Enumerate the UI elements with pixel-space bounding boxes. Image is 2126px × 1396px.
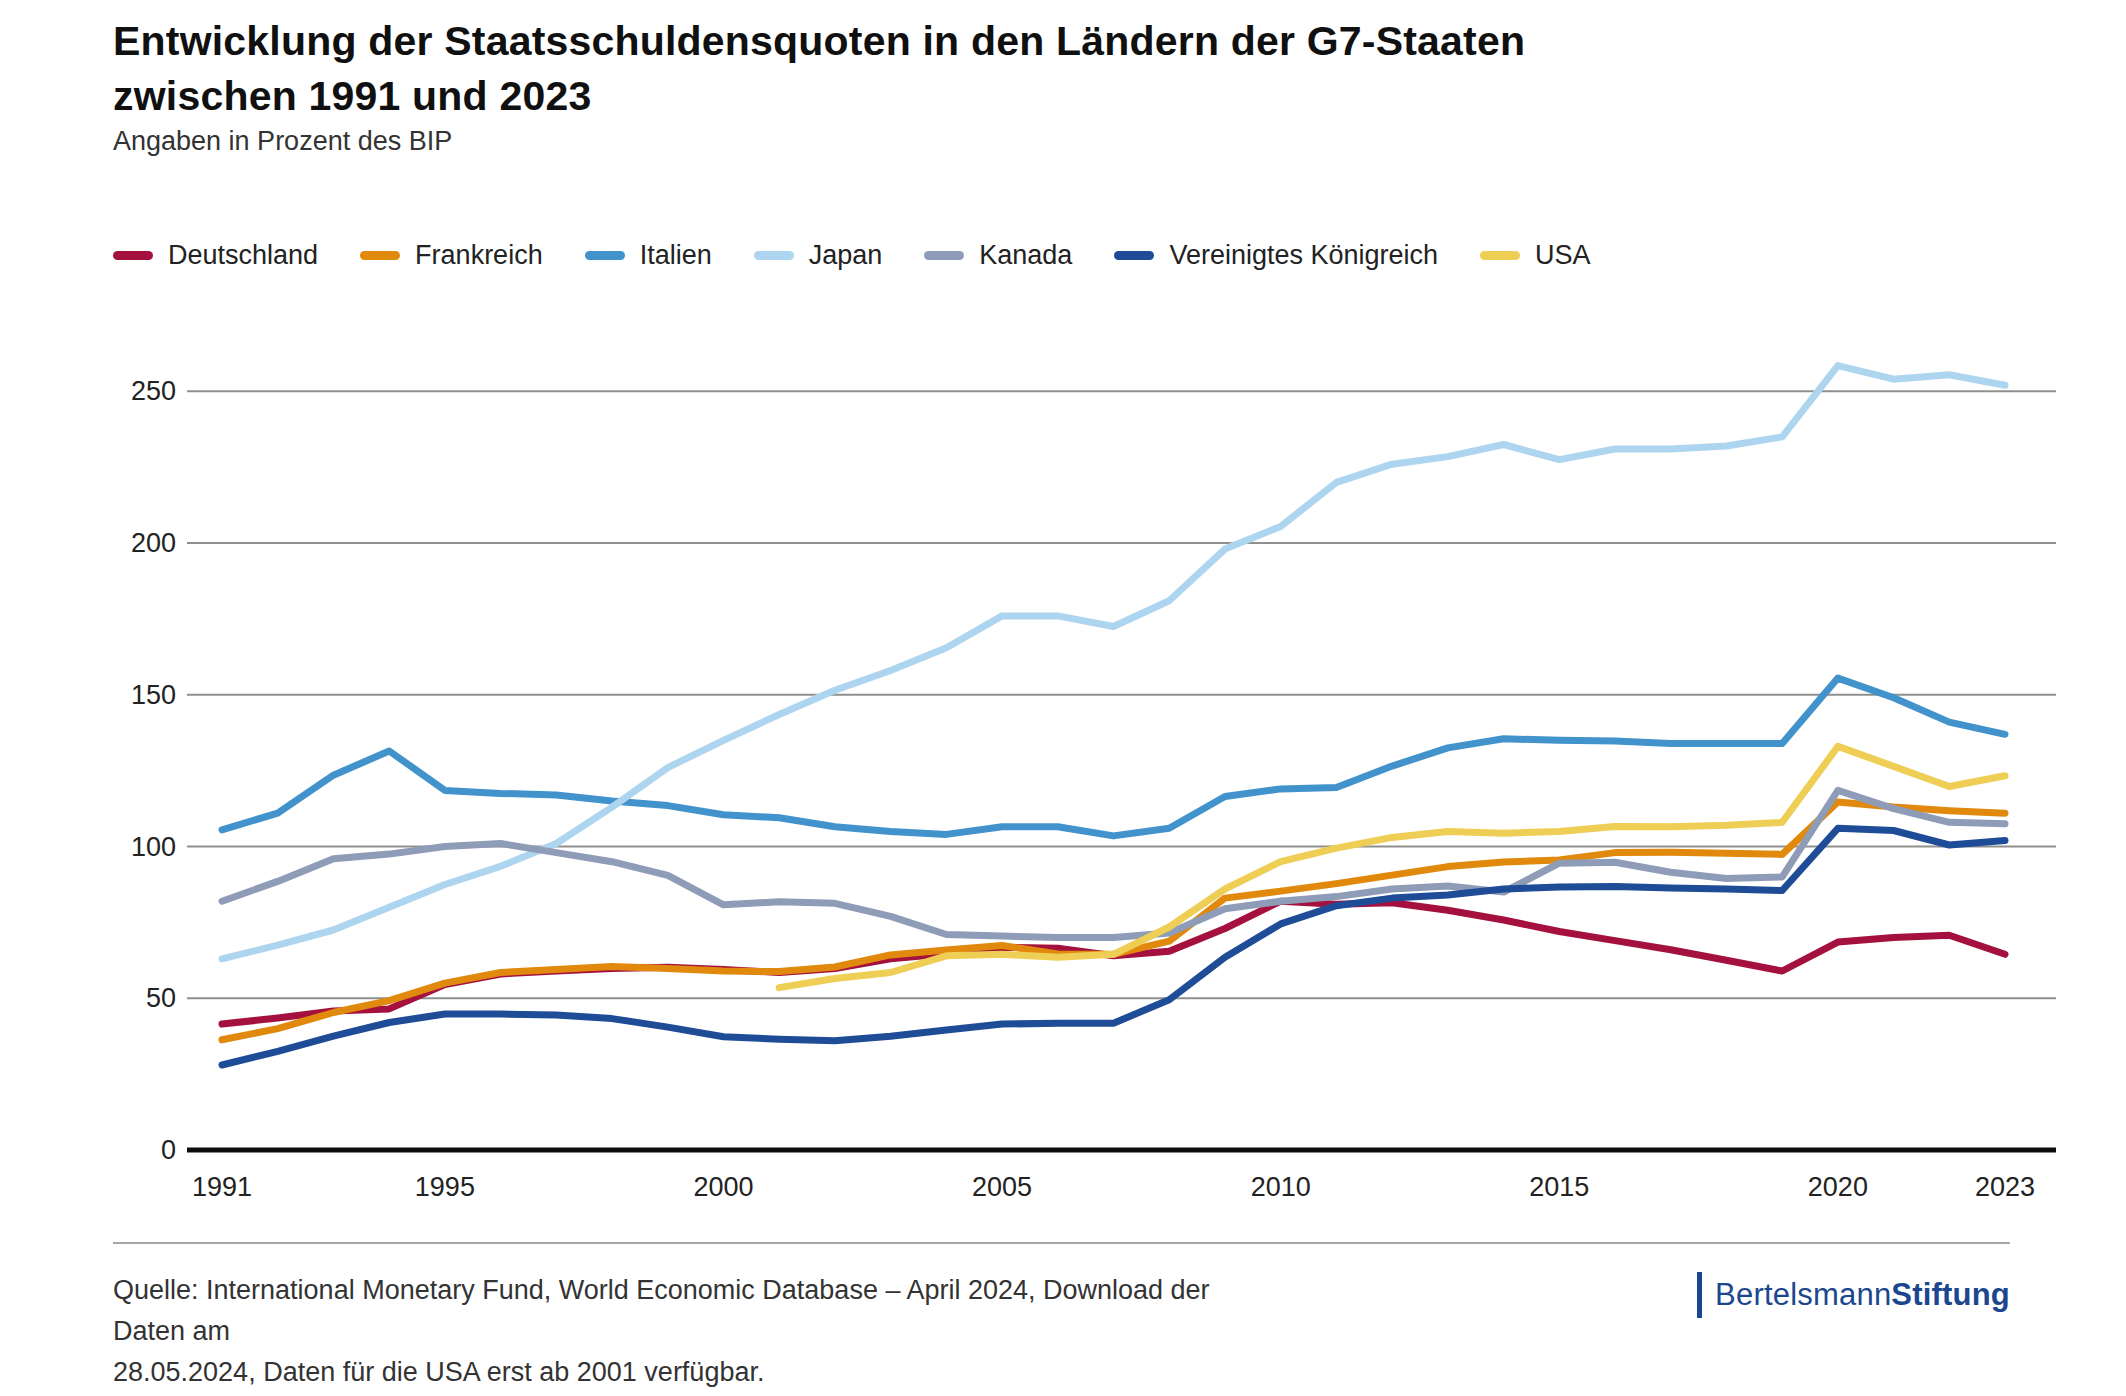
- x-tick-label-2015: 2015: [1529, 1172, 1589, 1202]
- x-tick-label-2023: 2023: [1975, 1172, 2035, 1202]
- legend-label: Vereinigtes Königreich: [1169, 240, 1438, 271]
- x-tick-label-1991: 1991: [192, 1172, 252, 1202]
- y-tick-label-150: 150: [131, 680, 176, 710]
- chart-svg: 0 50 100 150 200 250 1991 1995 2000 2005 2010 2015 2…: [0, 320, 2126, 1230]
- legend-swatch-icon: [754, 251, 794, 260]
- logo-text: BertelsmannStiftung: [1715, 1277, 2010, 1313]
- legend-label: Italien: [640, 240, 712, 271]
- page-title: Entwicklung der Staatsschuldensquoten in…: [113, 14, 1525, 123]
- y-tick-label-0: 0: [161, 1135, 176, 1165]
- legend-label: USA: [1535, 240, 1591, 271]
- legend-swatch-icon: [113, 251, 153, 260]
- legend-item-2: Frankreich: [360, 240, 543, 271]
- y-tick-label-200: 200: [131, 528, 176, 558]
- legend-label: Japan: [809, 240, 883, 271]
- x-tick-label-2010: 2010: [1251, 1172, 1311, 1202]
- line-chart: 0 50 100 150 200 250 1991 1995 2000 2005 2010 2015 2…: [0, 320, 2126, 1230]
- x-tick-label-2005: 2005: [972, 1172, 1032, 1202]
- bertelsmann-stiftung-logo: BertelsmannStiftung: [1697, 1272, 2010, 1318]
- legend-swatch-icon: [360, 251, 400, 260]
- legend-item-7: USA: [1480, 240, 1591, 271]
- legend-item-3: Italien: [585, 240, 712, 271]
- legend-item-6: Vereinigtes Königreich: [1114, 240, 1438, 271]
- title-line-2: zwischen 1991 und 2023: [113, 69, 1525, 124]
- chart-subtitle: Angaben in Prozent des BIP: [113, 126, 452, 157]
- legend-swatch-icon: [1480, 251, 1520, 260]
- logo-text-regular: Bertelsmann: [1715, 1277, 1891, 1312]
- series-line-deutschland: [222, 901, 2005, 1024]
- source-line-1: Quelle: International Monetary Fund, Wor…: [113, 1270, 1263, 1352]
- series-line-kanada: [222, 790, 2005, 937]
- legend-item-5: Kanada: [924, 240, 1072, 271]
- legend-swatch-icon: [585, 251, 625, 260]
- source-line-2: 28.05.2024, Daten für die USA erst ab 20…: [113, 1352, 1263, 1393]
- logo-bar-icon: [1697, 1272, 1702, 1318]
- logo-text-bold: Stiftung: [1891, 1277, 2010, 1312]
- x-tick-label-2000: 2000: [693, 1172, 753, 1202]
- series-line-japan: [222, 366, 2005, 959]
- title-line-1: Entwicklung der Staatsschuldensquoten in…: [113, 14, 1525, 69]
- series-line-italien: [222, 678, 2005, 836]
- legend-item-4: Japan: [754, 240, 883, 271]
- legend-item-1: Deutschland: [113, 240, 318, 271]
- x-tick-label-1995: 1995: [415, 1172, 475, 1202]
- footer: Quelle: International Monetary Fund, Wor…: [113, 1242, 2010, 1393]
- y-tick-label-250: 250: [131, 376, 176, 406]
- chart-legend: Deutschland Frankreich Italien Japan Kanada V…: [113, 240, 1591, 271]
- source-note: Quelle: International Monetary Fund, Wor…: [113, 1270, 1263, 1393]
- y-tick-label-100: 100: [131, 832, 176, 862]
- y-tick-label-50: 50: [146, 983, 176, 1013]
- legend-label: Deutschland: [168, 240, 318, 271]
- legend-label: Kanada: [979, 240, 1072, 271]
- legend-label: Frankreich: [415, 240, 543, 271]
- x-tick-label-2020: 2020: [1808, 1172, 1868, 1202]
- legend-swatch-icon: [924, 251, 964, 260]
- series-line-vereinigtes-k-nigreich: [222, 828, 2005, 1065]
- legend-swatch-icon: [1114, 251, 1154, 260]
